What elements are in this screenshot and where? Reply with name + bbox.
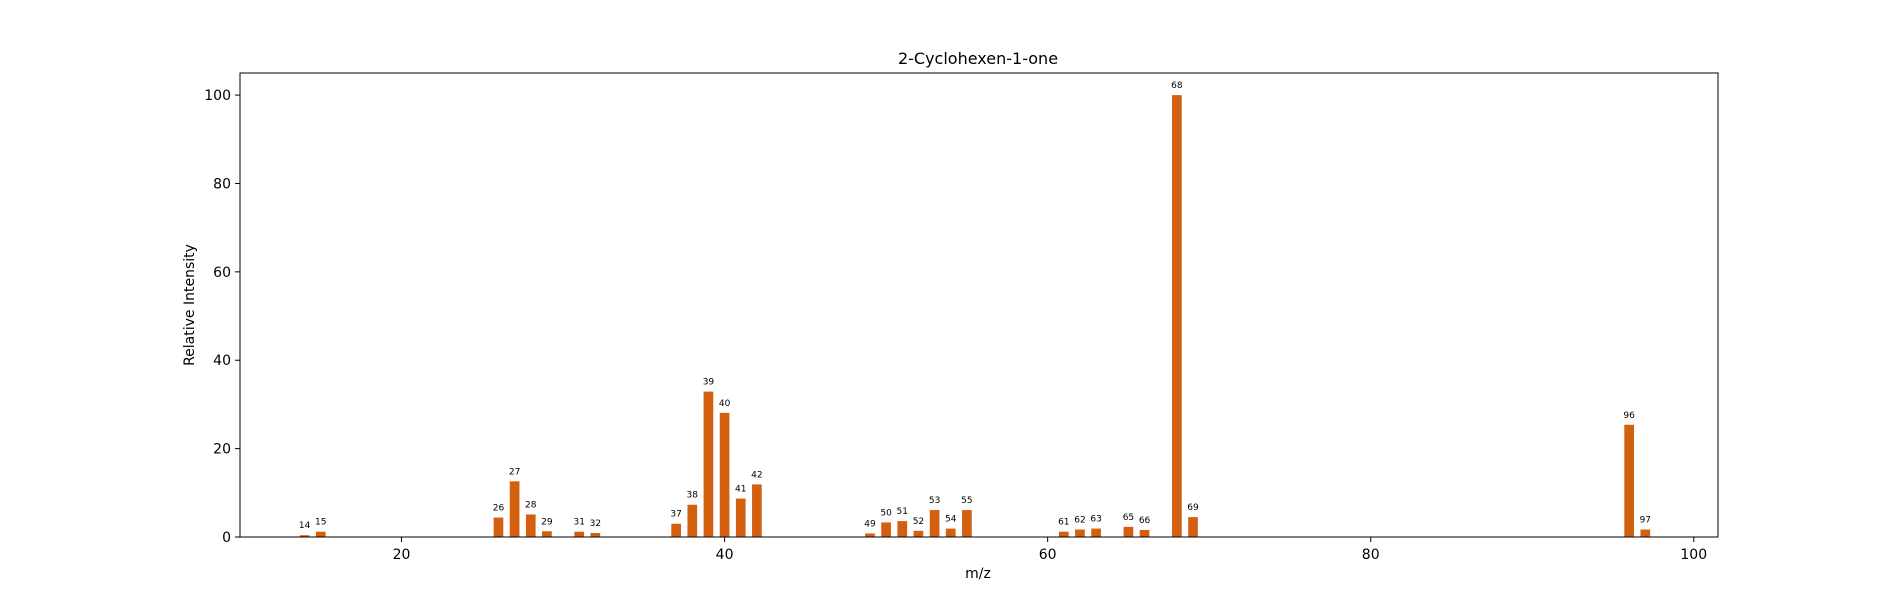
bar-label-mz-28: 28: [525, 500, 537, 510]
bar-mz-53: [929, 510, 940, 537]
bar-mz-65: [1123, 526, 1134, 537]
bar-mz-61: [1058, 531, 1069, 537]
bar-mz-37: [671, 523, 681, 537]
bar-label-mz-54: 54: [945, 515, 957, 525]
bar-mz-51: [897, 521, 908, 537]
bar-label-mz-97: 97: [1640, 515, 1651, 525]
bar-label-mz-26: 26: [493, 504, 505, 514]
bar-mz-41: [735, 498, 746, 537]
bar-mz-32: [590, 533, 601, 537]
x-tick-label: 100: [1680, 547, 1707, 563]
bar-mz-63: [1091, 528, 1101, 537]
bar-mz-54: [945, 528, 956, 537]
bar-label-mz-40: 40: [719, 399, 731, 409]
bar-label-mz-14: 14: [299, 521, 311, 531]
bar-mz-28: [525, 514, 536, 537]
bar-mz-55: [962, 510, 972, 537]
bar-mz-26: [493, 517, 504, 537]
bar-label-mz-49: 49: [864, 519, 876, 529]
x-tick-label: 40: [716, 547, 734, 563]
bar-mz-52: [913, 530, 924, 537]
y-tick-label: 40: [213, 353, 231, 369]
bar-label-mz-51: 51: [897, 507, 908, 517]
bar-label-mz-66: 66: [1139, 516, 1151, 526]
bar-mz-50: [881, 522, 891, 537]
bar-mz-62: [1075, 529, 1085, 537]
bar-label-mz-39: 39: [703, 378, 715, 388]
bar-mz-39: [703, 391, 714, 537]
y-axis-label: Relative Intensity: [182, 244, 198, 366]
bar-label-mz-41: 41: [735, 485, 746, 495]
bar-label-mz-68: 68: [1171, 81, 1183, 91]
x-axis-ticks: 20 40 60 80 100: [393, 537, 1707, 563]
bar-labels-group: 14 15 26 27 28 29 31 32 37 38 39 40 41 42 49 50 51 52 53 54…: [299, 81, 1651, 531]
x-tick-label: 60: [1039, 547, 1057, 563]
chart-title: 2-Cyclohexen-1-one: [898, 49, 1058, 68]
y-tick-label: 20: [213, 442, 231, 458]
bar-mz-27: [509, 481, 520, 537]
bar-label-mz-53: 53: [929, 496, 940, 506]
bar-label-mz-32: 32: [590, 519, 601, 529]
bar-label-mz-62: 62: [1074, 515, 1085, 525]
bar-label-mz-37: 37: [670, 510, 681, 520]
bar-label-mz-50: 50: [880, 508, 892, 518]
bar-label-mz-38: 38: [687, 491, 699, 501]
x-tick-label: 80: [1362, 547, 1380, 563]
bar-mz-14: [299, 535, 310, 537]
plot-frame: [239, 72, 1719, 538]
bar-mz-97: [1640, 529, 1651, 537]
bar-label-mz-15: 15: [315, 518, 326, 528]
bar-label-mz-69: 69: [1187, 503, 1199, 513]
y-axis-ticks: 0 20 40 60 80 100: [204, 88, 240, 546]
bar-mz-40: [719, 412, 730, 537]
x-axis-label: m/z: [965, 566, 991, 582]
y-tick-label: 0: [222, 530, 231, 546]
bars-group: [299, 95, 1651, 537]
bar-label-mz-29: 29: [541, 517, 553, 527]
bar-label-mz-63: 63: [1090, 515, 1101, 525]
bar-label-mz-42: 42: [751, 470, 762, 480]
bar-label-mz-65: 65: [1123, 513, 1134, 523]
y-tick-label: 60: [213, 265, 231, 281]
y-tick-label: 100: [204, 88, 231, 104]
bar-mz-49: [865, 533, 875, 537]
bar-mz-68: [1172, 95, 1182, 537]
y-tick-label: 80: [213, 176, 231, 192]
x-tick-label: 20: [393, 547, 411, 563]
bar-label-mz-27: 27: [509, 467, 520, 477]
bar-label-mz-61: 61: [1058, 518, 1069, 528]
bar-mz-66: [1139, 529, 1150, 537]
bar-mz-69: [1188, 517, 1198, 537]
bar-mz-38: [687, 504, 698, 537]
bar-label-mz-96: 96: [1623, 411, 1635, 421]
bar-label-mz-52: 52: [913, 517, 924, 527]
bar-mz-96: [1624, 424, 1634, 537]
bar-mz-42: [752, 484, 762, 537]
bar-label-mz-55: 55: [961, 496, 972, 506]
bar-label-mz-31: 31: [573, 518, 584, 528]
bar-mz-29: [542, 531, 552, 537]
bar-mz-31: [574, 531, 585, 537]
bar-mz-15: [315, 531, 326, 537]
